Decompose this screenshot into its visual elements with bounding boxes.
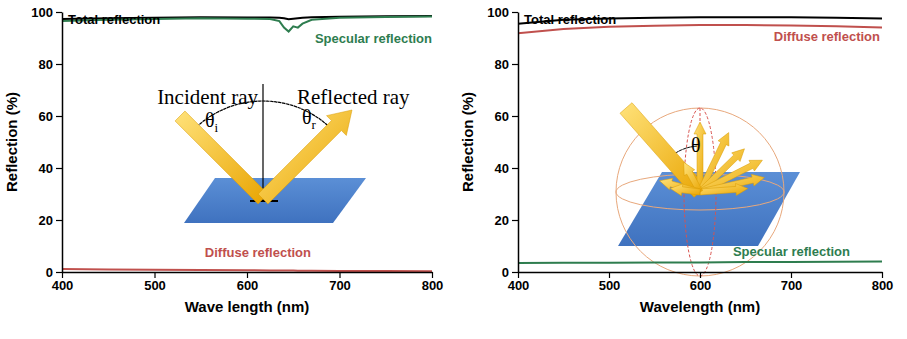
x-axis-title: Wavelength (nm) — [640, 298, 760, 315]
series-line — [62, 269, 432, 271]
series-label: Specular reflection — [315, 31, 432, 46]
x-tick-mark — [609, 272, 610, 278]
x-tick-mark — [518, 272, 519, 278]
x-tick-label: 800 — [422, 278, 444, 293]
x-tick-mark — [432, 272, 433, 278]
y-tick-mark — [56, 168, 62, 169]
x-tick: 700 — [781, 272, 803, 293]
scattered-ray — [699, 174, 764, 195]
y-axis-title: Reflection (%) — [3, 92, 20, 192]
plot-area — [62, 16, 432, 271]
series-line — [518, 262, 882, 263]
series-label: Specular reflection — [733, 244, 850, 259]
y-tick-mark — [512, 116, 518, 117]
series-label: Diffuse reflection — [774, 29, 880, 44]
plot-area — [518, 17, 882, 263]
y-tick-label: 0 — [46, 265, 53, 280]
series-label: Total reflection — [68, 12, 160, 27]
y-tick: 20 — [39, 213, 62, 228]
scattered-ray — [700, 183, 748, 195]
x-tick: 700 — [329, 272, 351, 293]
y-tick-label: 40 — [495, 161, 509, 176]
y-axis: 0 20 40 60 80 100 — [31, 5, 62, 280]
figure: Incident ray Reflected ray θi θr Total refle… — [0, 0, 907, 339]
y-tick-label: 20 — [39, 213, 53, 228]
y-tick: 40 — [495, 161, 518, 176]
y-tick-mark — [56, 220, 62, 221]
series-label: Diffuse reflection — [205, 245, 311, 260]
y-tick-mark — [56, 116, 62, 117]
x-tick: 800 — [872, 272, 894, 293]
y-tick: 20 — [495, 213, 518, 228]
y-tick-mark — [512, 168, 518, 169]
y-tick-mark — [56, 272, 62, 273]
x-tick-label: 500 — [599, 278, 621, 293]
x-tick: 500 — [599, 272, 621, 293]
ray-label: Reflected ray — [297, 85, 410, 109]
y-tick: 100 — [31, 5, 62, 20]
x-tick: 400 — [508, 272, 530, 293]
y-axis-line — [518, 13, 520, 273]
y-tick-label: 20 — [495, 213, 509, 228]
x-tick-mark — [62, 272, 63, 278]
x-tick-mark — [700, 272, 701, 278]
inset-diagram: Incident ray Reflected ray θi θr — [157, 84, 410, 223]
angle-label: θr — [302, 106, 317, 132]
incident-ray — [620, 103, 706, 198]
series-label: Total reflection — [524, 12, 616, 27]
x-tick-mark — [791, 272, 792, 278]
y-tick: 80 — [39, 57, 62, 72]
y-axis-title: Reflection (%) — [459, 92, 476, 192]
y-tick: 100 — [487, 5, 518, 20]
incident-ray — [175, 111, 268, 204]
y-tick-label: 100 — [487, 5, 509, 20]
y-tick-label: 60 — [495, 109, 509, 124]
y-tick: 40 — [39, 161, 62, 176]
y-tick: 60 — [495, 109, 518, 124]
y-tick-mark — [512, 12, 518, 13]
y-tick: 80 — [495, 57, 518, 72]
x-tick-label: 400 — [508, 278, 530, 293]
y-tick-label: 60 — [39, 109, 53, 124]
y-tick-label: 40 — [39, 161, 53, 176]
x-tick-mark — [154, 272, 155, 278]
x-tick: 400 — [52, 272, 74, 293]
angle-label: θi — [205, 109, 219, 135]
y-tick-label: 80 — [39, 57, 53, 72]
y-tick-mark — [512, 220, 518, 221]
x-tick: 600 — [690, 272, 712, 293]
x-tick-mark — [339, 272, 340, 278]
scattered-ray — [660, 178, 701, 195]
y-tick-label: 0 — [502, 265, 509, 280]
y-tick-mark — [56, 64, 62, 65]
x-tick-mark — [247, 272, 248, 278]
y-tick: 0 — [46, 265, 62, 280]
y-axis-line — [62, 13, 64, 273]
y-tick: 0 — [502, 265, 518, 280]
x-tick: 600 — [237, 272, 259, 293]
scattered-ray — [670, 184, 700, 196]
y-tick-mark — [56, 12, 62, 13]
y-axis: 0 20 40 60 80 100 — [487, 5, 518, 280]
y-tick: 60 — [39, 109, 62, 124]
x-tick-mark — [882, 272, 883, 278]
x-tick-label: 700 — [329, 278, 351, 293]
x-tick-label: 400 — [52, 278, 74, 293]
angle-label: θ — [691, 134, 701, 156]
x-axis: 400 500 600 700 800 — [52, 272, 444, 293]
x-axis: 400 500 600 700 800 — [508, 272, 894, 293]
x-axis-title: Wave length (nm) — [185, 298, 309, 315]
x-tick-label: 700 — [781, 278, 803, 293]
x-tick-label: 600 — [237, 278, 259, 293]
y-tick-mark — [512, 64, 518, 65]
x-tick-label: 500 — [144, 278, 166, 293]
x-tick: 800 — [422, 272, 444, 293]
x-tick-label: 600 — [690, 278, 712, 293]
x-tick-label: 800 — [872, 278, 894, 293]
y-tick-label: 100 — [31, 5, 53, 20]
y-tick-label: 80 — [495, 57, 509, 72]
y-tick-mark — [512, 272, 518, 273]
x-tick: 500 — [144, 272, 166, 293]
ray-label: Incident ray — [157, 85, 258, 109]
